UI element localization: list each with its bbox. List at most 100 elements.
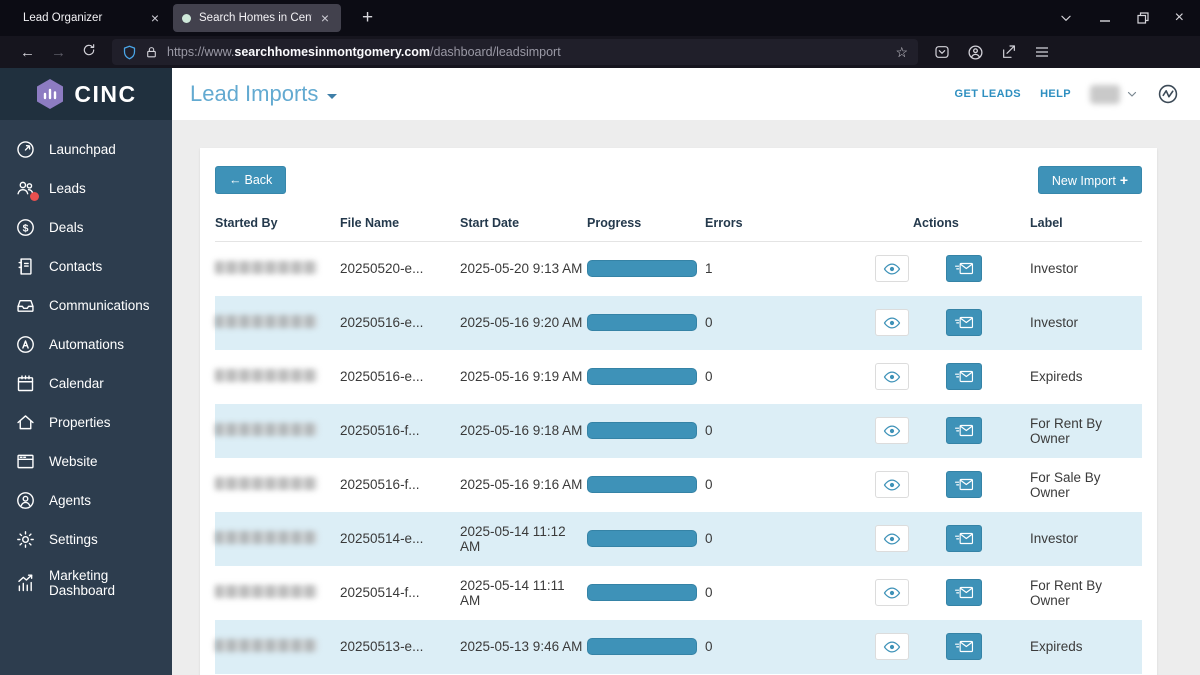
new-tab-button[interactable]: + — [362, 7, 374, 28]
activity-support-icon[interactable] — [1157, 83, 1179, 105]
progress-bar — [587, 314, 697, 331]
new-import-button[interactable]: New Import + — [1037, 166, 1142, 194]
sidebar-item-label: Settings — [49, 532, 98, 547]
view-import-button[interactable] — [875, 471, 909, 498]
forward-nav-icon[interactable]: → — [51, 43, 66, 61]
calendar-icon — [15, 373, 36, 394]
column-header-started-by: Started By — [215, 210, 340, 242]
cell-start-date: 2025-05-16 9:18 AM — [460, 423, 583, 438]
menu-hamburger-icon[interactable] — [1034, 44, 1050, 60]
tab-list-chevron-icon[interactable] — [1059, 11, 1073, 25]
cinc-logo[interactable]: CINC — [0, 68, 172, 120]
send-email-button[interactable] — [946, 471, 982, 498]
cell-file-name: 20250516-f... — [340, 423, 420, 438]
column-header-actions: Actions — [875, 210, 1030, 242]
send-email-button[interactable] — [946, 417, 982, 444]
sidebar-item-communications[interactable]: Communications — [0, 286, 172, 325]
cell-file-name: 20250516-f... — [340, 477, 420, 492]
sidebar-item-agents[interactable]: Agents — [0, 481, 172, 520]
table-row: 20250514-f... 2025-05-14 11:11 AM 0 For Ren… — [215, 566, 1142, 620]
actions-group — [875, 255, 1030, 283]
actions-group — [875, 309, 1030, 336]
tab-close-icon[interactable]: × — [320, 10, 329, 26]
account-icon[interactable] — [967, 44, 984, 61]
back-nav-icon[interactable]: ← — [20, 43, 35, 61]
cell-start-date: 2025-05-16 9:16 AM — [460, 477, 583, 492]
view-import-button[interactable] — [875, 255, 909, 283]
sidebar-item-automations[interactable]: Automations — [0, 325, 172, 364]
cell-file-name: 20250520-e... — [340, 261, 424, 277]
actions-group — [875, 363, 1030, 390]
cell-progress — [587, 350, 705, 404]
sidebar-item-contacts[interactable]: Contacts — [0, 247, 172, 286]
progress-bar — [587, 584, 697, 601]
tab-title: Lead Organizer — [23, 12, 103, 24]
browser-tab-1[interactable]: Lead Organizer × — [1, 4, 171, 32]
sidebar-item-label: Website — [49, 454, 98, 469]
window-restore-button[interactable] — [1137, 12, 1149, 24]
progress-bar — [587, 638, 697, 655]
send-email-button[interactable] — [946, 363, 982, 390]
cell-progress — [587, 620, 705, 674]
imports-table: Started By File Name Start Date Progress Err… — [215, 210, 1142, 674]
browser-nav-bar: ← → https://www. searchhomesinmontgomery.… — [0, 36, 1200, 68]
send-email-button[interactable] — [946, 255, 982, 283]
tab-close-icon[interactable]: × — [150, 10, 159, 26]
window-close-button[interactable]: × — [1174, 9, 1184, 26]
tab-title: Search Homes in Central Alaba — [199, 12, 312, 24]
sidebar-item-leads[interactable]: Leads — [0, 169, 172, 208]
user-menu[interactable] — [1090, 84, 1138, 104]
sidebar-item-properties[interactable]: Properties — [0, 403, 172, 442]
back-button[interactable]: ← Back — [215, 166, 287, 194]
sidebar-item-label: Calendar — [49, 376, 104, 391]
sidebar-item-settings[interactable]: Settings — [0, 520, 172, 559]
cell-start-date: 2025-05-14 11:11 AM — [460, 577, 565, 608]
sidebar-item-website[interactable]: Website — [0, 442, 172, 481]
pocket-icon[interactable] — [934, 44, 950, 60]
agents-icon — [15, 490, 36, 511]
browser-tab-2[interactable]: Search Homes in Central Alaba × — [173, 4, 341, 32]
send-email-button[interactable] — [946, 525, 982, 552]
sidebar-item-launchpad[interactable]: Launchpad — [0, 130, 172, 169]
deals-icon: $ — [15, 217, 36, 238]
view-import-button[interactable] — [875, 633, 909, 660]
view-import-button[interactable] — [875, 579, 909, 606]
extensions-icon[interactable] — [1001, 44, 1017, 60]
redacted-name — [215, 638, 317, 652]
cell-started-by — [215, 512, 340, 566]
sidebar-item-calendar[interactable]: Calendar — [0, 364, 172, 403]
url-bar[interactable]: https://www. searchhomesinmontgomery.com /… — [112, 39, 918, 65]
send-email-button[interactable] — [946, 633, 982, 660]
send-email-button[interactable] — [946, 309, 982, 336]
sidebar-item-label: Launchpad — [49, 142, 116, 157]
tracking-shield-icon[interactable] — [122, 45, 137, 60]
cell-label: Expireds — [1030, 639, 1083, 654]
view-import-button[interactable] — [875, 309, 909, 336]
get-leads-link[interactable]: GET LEADS — [954, 88, 1022, 100]
window-minimize-button[interactable] — [1099, 12, 1111, 24]
cell-file-name: 20250513-e... — [340, 639, 424, 654]
cell-started-by — [215, 404, 340, 458]
reload-icon[interactable] — [74, 43, 104, 61]
page-title: Lead Imports — [190, 81, 319, 106]
send-email-button[interactable] — [946, 579, 982, 606]
page-title-dropdown[interactable]: Lead Imports — [190, 81, 338, 107]
view-import-button[interactable] — [875, 417, 909, 444]
sidebar-item-deals[interactable]: $ Deals — [0, 208, 172, 247]
help-link[interactable]: HELP — [1040, 88, 1071, 100]
cell-errors: 0 — [705, 477, 713, 492]
actions-group — [875, 633, 1030, 660]
table-row: 20250516-f... 2025-05-16 9:16 AM 0 For Sale… — [215, 458, 1142, 512]
back-arrow-icon: ← — [229, 173, 242, 187]
sidebar-item-marketing-dashboard[interactable]: Marketing Dashboard — [0, 559, 172, 607]
view-import-button[interactable] — [875, 363, 909, 390]
cell-started-by — [215, 566, 340, 620]
cell-errors: 1 — [705, 261, 713, 277]
actions-group — [875, 525, 1030, 552]
bookmark-star-icon[interactable]: ☆ — [895, 43, 908, 60]
view-import-button[interactable] — [875, 525, 909, 552]
cell-label: For Rent By Owner — [1030, 577, 1103, 608]
table-row: 20250516-e... 2025-05-16 9:19 AM 0 Expireds — [215, 350, 1142, 404]
cell-actions — [875, 350, 1030, 404]
svg-text:$: $ — [23, 222, 29, 234]
